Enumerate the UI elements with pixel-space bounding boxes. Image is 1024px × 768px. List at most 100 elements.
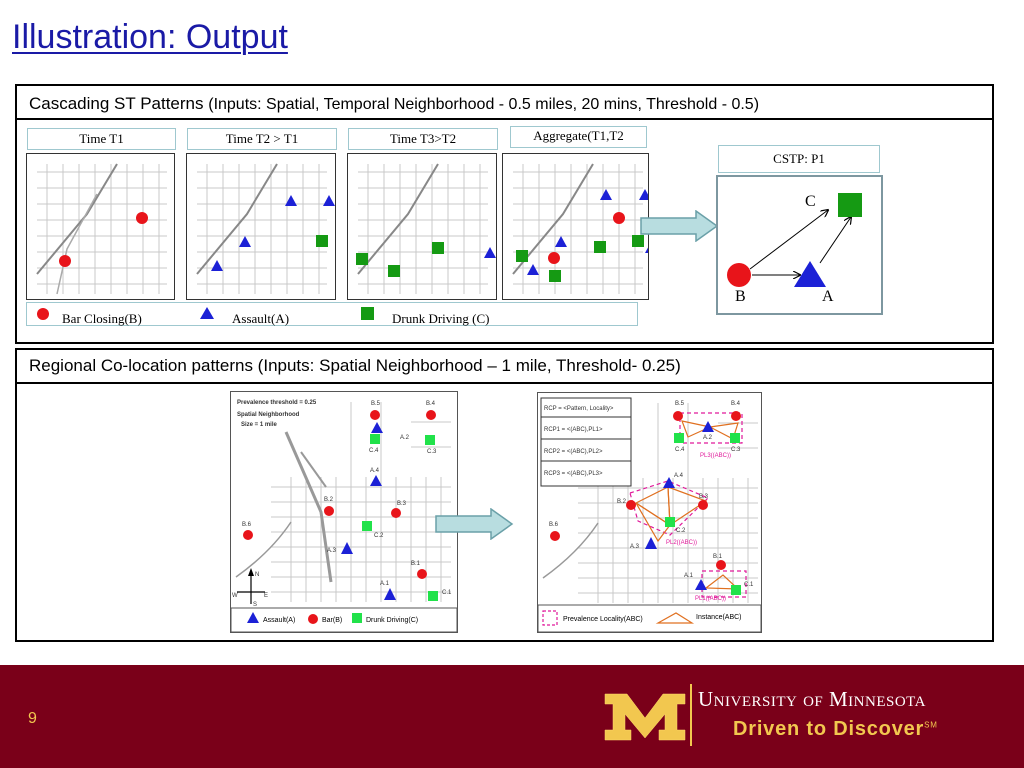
bar-marker xyxy=(613,212,625,224)
legend-bar-label: Bar Closing(B) xyxy=(62,311,142,326)
left-legend-bar: Bar(B) xyxy=(322,617,342,624)
drunk-legend-icon xyxy=(361,307,374,320)
bar-marker xyxy=(324,506,334,516)
map-aggregate xyxy=(502,153,649,300)
legend-assault-label: Assault(A) xyxy=(232,311,290,326)
point-label: C.2 xyxy=(676,528,686,534)
node-b-circle xyxy=(727,263,751,287)
locality-pl3 xyxy=(679,412,743,444)
cstp-graph xyxy=(716,175,883,315)
assault-marker xyxy=(663,477,675,488)
bar-marker xyxy=(243,530,253,540)
assault-marker xyxy=(645,247,648,253)
cascading-panel-header: Cascading ST Patterns (Inputs: Spatial, … xyxy=(17,86,992,120)
point-label: C.2 xyxy=(374,533,384,539)
right-legend-locality: Prevalence Locality(ABC) xyxy=(563,616,643,623)
bar-marker xyxy=(673,411,683,421)
assault-marker xyxy=(639,189,648,200)
node-c-label: C xyxy=(805,193,816,210)
time-label-aggregate: Aggregate(T1,T2 xyxy=(510,126,647,148)
bar-marker xyxy=(731,411,741,421)
cstp-label: CSTP: P1 xyxy=(718,145,880,173)
point-label: A.2 xyxy=(400,435,410,441)
assault-legend-icon xyxy=(247,612,259,623)
slide-title: Illustration: Output xyxy=(12,18,288,56)
point-label: B.3 xyxy=(397,501,407,507)
drunk-marker xyxy=(549,270,561,282)
assault-marker xyxy=(484,247,496,258)
map-time-t3 xyxy=(347,153,497,300)
drunk-marker xyxy=(730,433,740,443)
point-label: A.4 xyxy=(370,468,380,474)
point-label: B.2 xyxy=(324,497,334,503)
rcp2-entry: RCP2 = <(ABC),PL2> xyxy=(544,449,603,455)
drunk-legend-icon xyxy=(352,613,362,623)
assault-marker xyxy=(600,189,612,200)
left-map-info-0: Prevalence threshold = 0.25 xyxy=(237,400,317,406)
time-label-t1: Time T1 xyxy=(27,128,176,150)
cascading-legend xyxy=(26,302,638,326)
left-map-info-1: Spatial Neighborhood xyxy=(237,412,300,418)
street-grid xyxy=(356,163,496,294)
drunk-marker xyxy=(356,253,368,265)
legend-drunk-label: Drunk Driving (C) xyxy=(392,311,490,326)
point-label: B.4 xyxy=(426,401,436,407)
assault-marker xyxy=(341,542,353,554)
assault-marker xyxy=(323,195,335,206)
assault-marker xyxy=(555,236,567,247)
node-a-label: A xyxy=(822,288,834,305)
drunk-marker xyxy=(432,242,444,254)
point-label: C.3 xyxy=(427,449,437,455)
rcp-definition: RCP = <Pattern, Locality> xyxy=(544,406,614,412)
right-arrow-icon xyxy=(640,210,719,242)
pl2-label: PL2((ABC)) xyxy=(666,540,697,546)
point-label: B.5 xyxy=(675,401,685,407)
colocation-panel-header: Regional Co-location patterns (Inputs: S… xyxy=(17,350,992,384)
rcp1-entry: RCP1 = <(ABC),PL1> xyxy=(544,427,603,433)
regional-map-left: Prevalence threshold = 0.25 Spatial Neig… xyxy=(230,391,458,633)
left-legend-drunk: Drunk Driving(C) xyxy=(366,617,418,624)
bar-marker xyxy=(417,569,427,579)
assault-marker xyxy=(211,260,223,271)
point-label: B.6 xyxy=(549,522,559,528)
node-c-square xyxy=(838,193,862,217)
rcp3-entry: RCP3 = <(ABC),PL3> xyxy=(544,471,603,477)
time-label-t2: Time T2 > T1 xyxy=(187,128,337,150)
cascading-subheading: (Inputs: Spatial, Temporal Neighborhood … xyxy=(208,96,760,113)
drunk-marker xyxy=(632,235,644,247)
assault-marker xyxy=(645,537,657,549)
bar-marker xyxy=(716,560,726,570)
assault-marker xyxy=(702,421,714,432)
pl1-label: PL1((ABC)) xyxy=(695,596,726,602)
drunk-marker xyxy=(594,241,606,253)
page-number: 9 xyxy=(28,710,37,727)
university-name: University of Minnesota xyxy=(698,687,926,711)
regional-map-right: RCP = <Pattern, Locality> RCP1 = <(ABC),… xyxy=(537,392,762,633)
assault-marker xyxy=(239,236,251,247)
point-label: C.4 xyxy=(675,447,685,453)
drunk-marker xyxy=(316,235,328,247)
cstp-diagram xyxy=(727,193,862,287)
bar-marker xyxy=(550,531,560,541)
street-grid xyxy=(196,163,335,294)
point-label: C.4 xyxy=(369,448,379,454)
compass-icon: N W E S xyxy=(232,568,268,608)
drunk-marker xyxy=(428,591,438,601)
node-b-label: B xyxy=(735,288,746,305)
drunk-marker xyxy=(516,250,528,262)
colocation-heading: Regional Co-location patterns (Inputs: S… xyxy=(29,356,681,375)
bar-legend-icon xyxy=(37,308,49,320)
left-legend-assault: Assault(A) xyxy=(263,617,295,624)
regional-map-left-svg: Prevalence threshold = 0.25 Spatial Neig… xyxy=(231,400,457,632)
map-time-t1 xyxy=(26,153,175,300)
assault-marker xyxy=(695,579,707,590)
drunk-marker xyxy=(674,433,684,443)
point-label: C.1 xyxy=(442,590,452,596)
assault-marker xyxy=(527,264,539,275)
point-label: B.5 xyxy=(371,401,381,407)
tagline-service-mark: SM xyxy=(924,720,938,730)
compass-s: S xyxy=(253,602,257,608)
locality-legend-icon xyxy=(542,610,558,626)
assault-marker xyxy=(370,475,382,486)
drunk-marker xyxy=(370,434,380,444)
